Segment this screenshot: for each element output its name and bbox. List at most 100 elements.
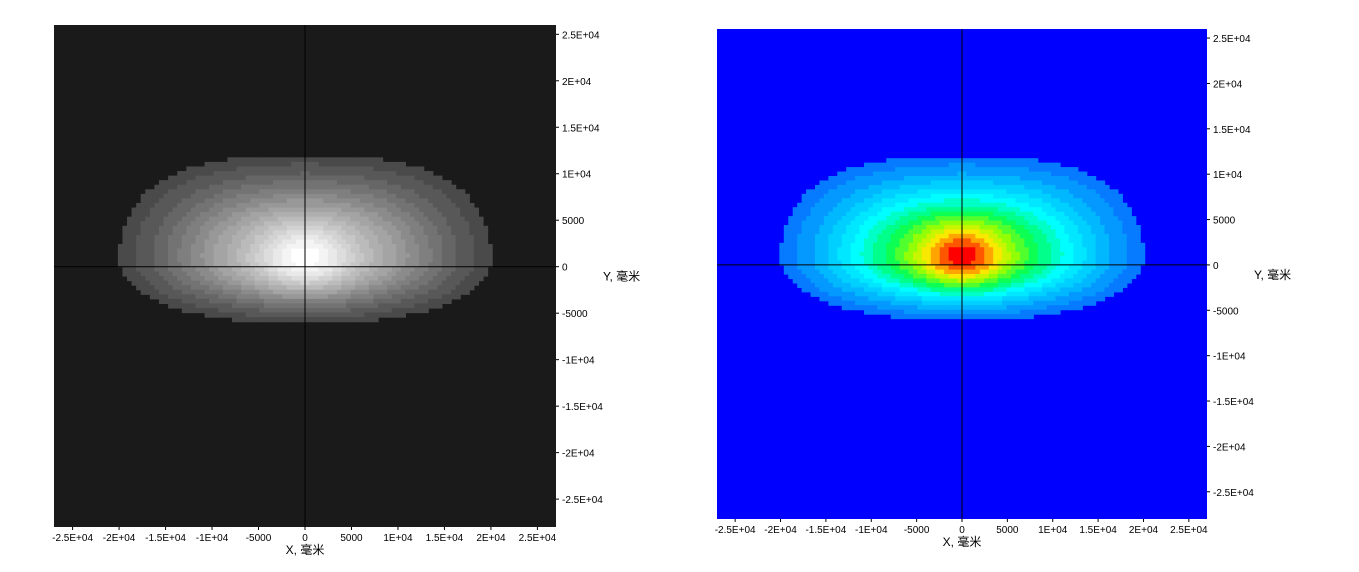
- contour-cell: [904, 163, 909, 168]
- contour-cell: [419, 221, 424, 226]
- contour-cell: [227, 299, 232, 304]
- contour-cell: [917, 292, 922, 297]
- contour-cell: [200, 281, 205, 286]
- contour-cell: [195, 176, 200, 181]
- contour-cell: [127, 276, 132, 281]
- contour-cell: [387, 249, 392, 254]
- contour-cell: [232, 198, 237, 203]
- contour-cell: [802, 221, 807, 226]
- contour-cell: [396, 230, 401, 235]
- contour-cell: [337, 253, 342, 258]
- contour-cell: [886, 301, 891, 306]
- contour-cell: [953, 185, 958, 190]
- contour-cell: [241, 317, 246, 322]
- contour-cell: [989, 185, 994, 190]
- contour-cell: [145, 249, 150, 254]
- contour-cell: [895, 243, 900, 248]
- contour-cell: [842, 296, 847, 301]
- contour-cell: [917, 301, 922, 306]
- contour-cell: [369, 317, 374, 322]
- contour-cell: [1038, 234, 1043, 239]
- contour-cell: [355, 294, 360, 299]
- y-tick-label: 2E+04: [562, 77, 592, 88]
- contour-cell: [882, 194, 887, 199]
- contour-cell: [364, 267, 369, 272]
- contour-cell: [342, 303, 347, 308]
- contour-cell: [319, 239, 324, 244]
- contour-cell: [1002, 189, 1007, 194]
- contour-cell: [944, 234, 949, 239]
- contour-cell: [1096, 265, 1101, 270]
- contour-cell: [369, 198, 374, 203]
- contour-cell: [1073, 189, 1078, 194]
- contour-cell: [886, 243, 891, 248]
- contour-cell: [195, 285, 200, 290]
- contour-cell: [396, 212, 401, 217]
- contour-cell: [944, 314, 949, 319]
- contour-cell: [1042, 274, 1047, 279]
- contour-cell: [891, 163, 896, 168]
- contour-cell: [182, 308, 187, 313]
- contour-cell: [369, 235, 374, 240]
- contour-cell: [328, 281, 333, 286]
- contour-cell: [931, 283, 936, 288]
- contour-cell: [273, 226, 278, 231]
- contour-cell: [931, 198, 936, 203]
- contour-cell: [993, 287, 998, 292]
- contour-cell: [323, 281, 328, 286]
- contour-cell: [287, 267, 292, 272]
- contour-cell: [337, 285, 342, 290]
- contour-cell: [917, 274, 922, 279]
- contour-cell: [396, 235, 401, 240]
- contour-cell: [904, 283, 909, 288]
- contour-cell: [122, 239, 127, 244]
- contour-cell: [1007, 167, 1012, 172]
- contour-cell: [909, 270, 914, 275]
- contour-cell: [182, 258, 187, 263]
- contour-cell: [255, 303, 260, 308]
- contour-cell: [1064, 167, 1069, 172]
- contour-cell: [1051, 207, 1056, 212]
- contour-cell: [891, 189, 896, 194]
- contour-cell: [931, 305, 936, 310]
- contour-cell: [1029, 163, 1034, 168]
- contour-cell: [195, 180, 200, 185]
- contour-cell: [1073, 212, 1078, 217]
- contour-cell: [182, 189, 187, 194]
- contour-cell: [922, 167, 927, 172]
- contour-cell: [296, 226, 301, 231]
- contour-cell: [218, 308, 223, 313]
- contour-cell: [214, 189, 219, 194]
- contour-cell: [291, 249, 296, 254]
- contour-cell: [1024, 247, 1029, 252]
- contour-cell: [296, 203, 301, 208]
- contour-cell: [1029, 229, 1034, 234]
- contour-cell: [819, 256, 824, 261]
- contour-cell: [401, 271, 406, 276]
- contour-cell: [855, 172, 860, 177]
- contour-cell: [478, 249, 483, 254]
- contour-cell: [926, 167, 931, 172]
- contour-cell: [1029, 287, 1034, 292]
- contour-cell: [246, 285, 251, 290]
- contour-cell: [1064, 225, 1069, 230]
- contour-cell: [273, 185, 278, 190]
- contour-cell: [873, 225, 878, 230]
- x-tick-label: 2.5E+04: [519, 533, 557, 544]
- contour-cell: [1113, 198, 1118, 203]
- contour-cell: [922, 283, 927, 288]
- contour-cell: [177, 290, 182, 295]
- contour-cell: [873, 292, 878, 297]
- contour-cell: [931, 229, 936, 234]
- contour-cell: [1002, 229, 1007, 234]
- contour-cell: [1109, 238, 1114, 243]
- contour-cell: [1087, 207, 1092, 212]
- contour-cell: [989, 167, 994, 172]
- contour-cell: [891, 283, 896, 288]
- contour-cell: [980, 301, 985, 306]
- contour-cell: [1042, 216, 1047, 221]
- contour-cell: [1047, 270, 1052, 275]
- contour-cell: [373, 221, 378, 226]
- contour-cell: [1051, 225, 1056, 230]
- contour-cell: [209, 271, 214, 276]
